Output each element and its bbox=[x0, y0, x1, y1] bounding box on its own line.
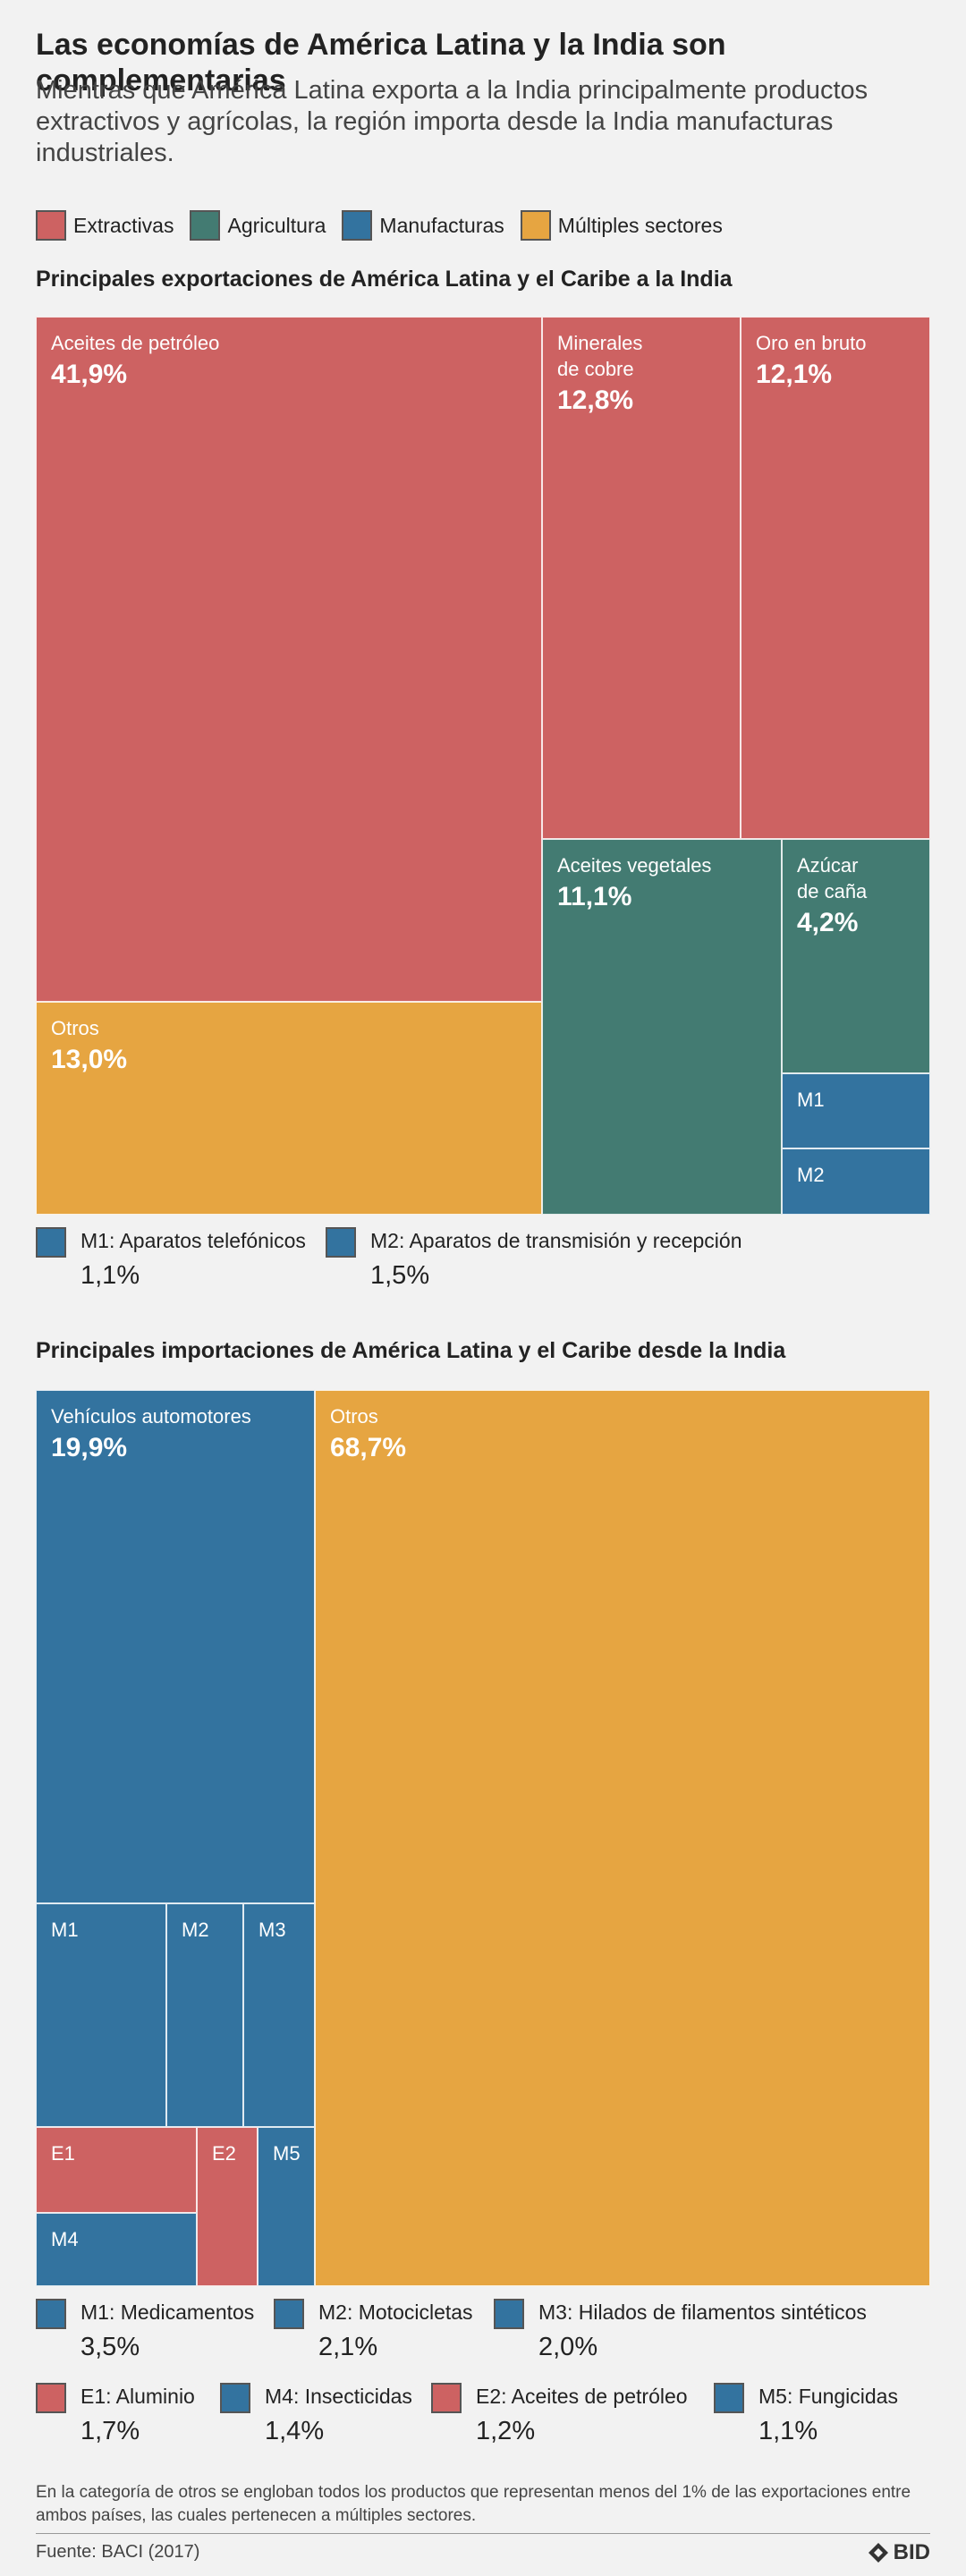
treemap-cell-aceites-petroleo: Aceites de petróleo 41,9% bbox=[36, 317, 542, 1002]
imports-title: Principales importaciones de América Lat… bbox=[36, 1338, 786, 1363]
note-label: M5: Fungicidas bbox=[758, 2385, 898, 2408]
treemap-cell-m1: M1 bbox=[36, 1903, 166, 2127]
page-title: Las economías de América Latina y la Ind… bbox=[36, 28, 726, 97]
treemap-cell-m2: M2 bbox=[782, 1148, 930, 1215]
cell-label: M1 bbox=[797, 1089, 825, 1111]
treemap-cell-e1: E1 bbox=[36, 2127, 197, 2213]
cell-value: 12,8% bbox=[557, 386, 634, 415]
legend-swatch bbox=[36, 210, 66, 241]
cell-value: 68,7% bbox=[330, 1433, 407, 1462]
exports-title: Principales exportaciones de América Lat… bbox=[36, 267, 733, 292]
treemap-cell-m2: M2 bbox=[166, 1903, 243, 2127]
note-swatch bbox=[36, 2299, 66, 2329]
legend-swatch bbox=[520, 210, 551, 241]
legend-item-multiples: Múltiples sectores bbox=[520, 210, 723, 241]
note-label: E2: Aceites de petróleo bbox=[476, 2385, 688, 2408]
note-label: M2: Motocicletas bbox=[318, 2301, 473, 2324]
cell-value: 11,1% bbox=[557, 882, 632, 911]
treemap-cell-m1: M1 bbox=[782, 1073, 930, 1148]
treemap-cell-oro-bruto: Oro en bruto 12,1% bbox=[741, 317, 930, 839]
legend-label: Agricultura bbox=[227, 213, 326, 237]
legend-swatch bbox=[342, 210, 373, 241]
note-swatch bbox=[36, 1227, 66, 1258]
treemap-cell-otros: Otros 13,0% bbox=[36, 1002, 542, 1215]
cell-label: M2 bbox=[182, 1919, 209, 1941]
logo-text: BID bbox=[893, 2540, 930, 2564]
note-value: 1,2% bbox=[476, 2417, 536, 2445]
cell-label: M1 bbox=[51, 1919, 79, 1941]
legend-item-manufacturas: Manufacturas bbox=[342, 210, 504, 241]
cell-label: Minerales de cobre bbox=[557, 332, 643, 380]
treemap-cell-m4: M4 bbox=[36, 2213, 197, 2286]
source-text: Fuente: BACI (2017) bbox=[36, 2542, 200, 2562]
cell-value: 13,0% bbox=[51, 1045, 128, 1074]
cell-value: 41,9% bbox=[51, 360, 128, 389]
note-label: M2: Aparatos de transmisión y recepción bbox=[370, 1229, 742, 1252]
exports-treemap: Aceites de petróleo 41,9% Otros 13,0% Mi… bbox=[36, 317, 930, 1215]
note-label: M3: Hilados de filamentos sintéticos bbox=[538, 2301, 867, 2324]
page-subtitle: Mientras que América Latina exporta a la… bbox=[36, 76, 869, 167]
cell-label: M4 bbox=[51, 2228, 79, 2250]
bid-logo-icon bbox=[868, 2543, 888, 2563]
note-label: M4: Insecticidas bbox=[265, 2385, 412, 2408]
note-value: 1,7% bbox=[80, 2417, 140, 2445]
cell-label: M3 bbox=[258, 1919, 286, 1941]
treemap-cell-minerales-cobre: Minerales de cobre 12,8% bbox=[542, 317, 741, 839]
treemap-cell-aceites-vegetales: Aceites vegetales 11,1% bbox=[542, 839, 782, 1215]
cell-value: 12,1% bbox=[756, 360, 833, 389]
legend-item-agricultura: Agricultura bbox=[190, 210, 326, 241]
legend-label: Múltiples sectores bbox=[557, 213, 723, 237]
note-label: M1: Aparatos telefónicos bbox=[80, 1229, 306, 1252]
cell-label: E2 bbox=[212, 2142, 236, 2165]
note-swatch bbox=[220, 2383, 250, 2413]
treemap-cell-m3: M3 bbox=[243, 1903, 315, 2127]
treemap-cell-azucar-cana: Azúcar de caña 4,2% bbox=[782, 839, 930, 1073]
note-value: 3,5% bbox=[80, 2333, 140, 2361]
treemap-cell-m5: M5 bbox=[258, 2127, 315, 2286]
footnote: En la categoría de otros se engloban tod… bbox=[36, 2483, 911, 2525]
note-value: 1,1% bbox=[80, 1261, 140, 1290]
cell-label: Otros bbox=[330, 1405, 378, 1428]
note-value: 2,1% bbox=[318, 2333, 378, 2361]
cell-label: Vehículos automotores bbox=[51, 1405, 251, 1428]
treemap-cell-e2: E2 bbox=[197, 2127, 258, 2286]
cell-label: Otros bbox=[51, 1017, 99, 1039]
imports-treemap: Vehículos automotores 19,9% Otros 68,7% … bbox=[36, 1390, 930, 2286]
cell-label: Aceites vegetales bbox=[557, 854, 712, 877]
cell-label: E1 bbox=[51, 2142, 75, 2165]
legend-item-extractivas: Extractivas bbox=[36, 210, 174, 241]
cell-value: 19,9% bbox=[51, 1433, 128, 1462]
bid-logo: BID bbox=[867, 2540, 930, 2565]
note-label: M1: Medicamentos bbox=[80, 2301, 255, 2324]
note-swatch bbox=[274, 2299, 304, 2329]
note-label: E1: Aluminio bbox=[80, 2385, 195, 2408]
cell-label: Oro en bruto bbox=[756, 332, 867, 354]
note-swatch bbox=[714, 2383, 744, 2413]
note-swatch bbox=[494, 2299, 524, 2329]
note-swatch bbox=[326, 1227, 356, 1258]
note-swatch bbox=[36, 2383, 66, 2413]
cell-label: Aceites de petróleo bbox=[51, 332, 220, 354]
note-value: 1,5% bbox=[370, 1261, 430, 1290]
note-value: 2,0% bbox=[538, 2333, 598, 2361]
note-swatch bbox=[431, 2383, 462, 2413]
cell-label: Azúcar de caña bbox=[797, 854, 868, 902]
legend: Extractivas Agricultura Manufacturas Múl… bbox=[36, 208, 739, 243]
cell-label: M5 bbox=[273, 2142, 301, 2165]
divider bbox=[36, 2533, 930, 2534]
legend-swatch bbox=[190, 210, 221, 241]
treemap-cell-otros: Otros 68,7% bbox=[315, 1390, 930, 2286]
legend-label: Manufacturas bbox=[379, 213, 504, 237]
note-value: 1,4% bbox=[265, 2417, 325, 2445]
treemap-cell-vehiculos: Vehículos automotores 19,9% bbox=[36, 1390, 315, 1903]
cell-label: M2 bbox=[797, 1164, 825, 1186]
cell-value: 4,2% bbox=[797, 908, 859, 937]
legend-label: Extractivas bbox=[73, 213, 174, 237]
note-value: 1,1% bbox=[758, 2417, 818, 2445]
